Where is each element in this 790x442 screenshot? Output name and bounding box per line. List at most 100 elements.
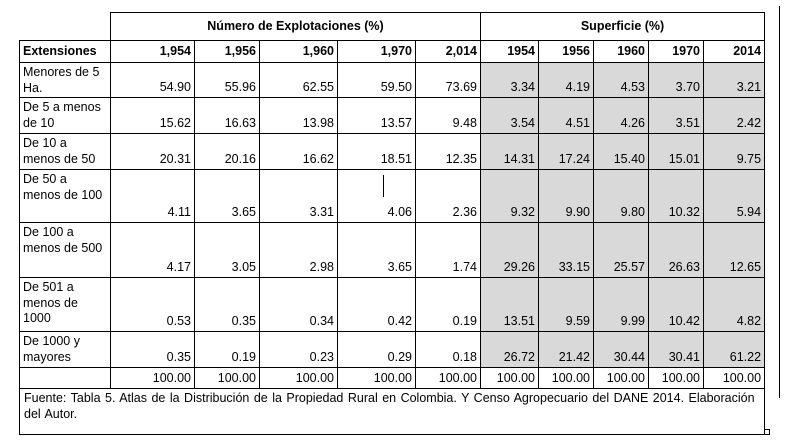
column-header-1954-superficie: 1954 — [480, 40, 539, 63]
table-cell: 3.51 — [648, 97, 704, 134]
table-cell: 10.42 — [648, 277, 704, 332]
total-cell: 100.00 — [702, 367, 766, 389]
column-header-1960-explotaciones: 1,960 — [259, 40, 338, 63]
table-cell: 13.98 — [259, 97, 338, 134]
table-cell: 29.26 — [480, 222, 539, 278]
right-margin-line — [779, 6, 780, 398]
column-header-1970-explotaciones: 1,970 — [337, 40, 416, 63]
total-cell: 100.00 — [648, 367, 704, 389]
table-cell: 4.11 — [110, 169, 195, 223]
table-cell: 4.19 — [538, 62, 594, 98]
table-cell: 4.53 — [593, 62, 649, 98]
total-cell: 100.00 — [259, 367, 338, 389]
explotaciones-group-header: Número de Explotaciones (%) — [110, 12, 481, 41]
table-cell: 10.32 — [648, 169, 704, 223]
row-label: De 100 a menos de 500 — [19, 222, 111, 278]
superficie-group-header: Superficie (%) — [479, 12, 766, 41]
table-cell: 26.72 — [480, 331, 539, 368]
total-cell: 100.00 — [593, 367, 649, 389]
table-cell: 9.80 — [593, 169, 649, 223]
table-cell: 9.99 — [593, 277, 649, 332]
table-row: De 1000 y mayores 0.35 0.19 0.23 0.29 0.… — [19, 331, 766, 368]
totals-row: 100.00 100.00 100.00 100.00 100.00 100.0… — [19, 367, 766, 389]
column-header-extensiones: Extensiones — [19, 40, 111, 63]
row-label: De 501 a menos de 1000 — [19, 277, 111, 332]
table-cell: 0.35 — [110, 331, 195, 368]
row-label: De 5 a menos de 10 — [19, 97, 111, 134]
table-cell: 30.41 — [648, 331, 704, 368]
total-cell: 100.00 — [480, 367, 539, 389]
table-cell: 4.06 — [337, 169, 416, 223]
text-cursor-mark — [383, 175, 384, 197]
table-cell: 59.50 — [337, 62, 416, 98]
table-cell: 3.05 — [194, 222, 260, 278]
document-table-container: Número de Explotaciones (%) Superficie (… — [18, 12, 766, 435]
total-cell: 100.00 — [538, 367, 594, 389]
table-cell: 14.31 — [480, 133, 539, 170]
table-cell: 15.01 — [648, 133, 704, 170]
table-cell: 33.15 — [538, 222, 594, 278]
table-cell: 73.69 — [415, 62, 481, 98]
group-header-row: Número de Explotaciones (%) Superficie (… — [20, 12, 766, 41]
table-cell: 9.59 — [538, 277, 594, 332]
table-cell: 61.22 — [702, 331, 766, 368]
table-cell: 0.19 — [194, 331, 260, 368]
table-cell: 25.57 — [593, 222, 649, 278]
column-header-row: Extensiones 1,954 1,956 1,960 1,970 2,01… — [19, 40, 766, 63]
column-header-1970-superficie: 1970 — [648, 40, 704, 63]
table-cell: 13.57 — [337, 97, 416, 134]
table-row: Menores de 5 Ha. 54.90 55.96 62.55 59.50… — [19, 62, 766, 98]
table-row: De 50 a menos de 100 4.11 3.65 3.31 4.06… — [19, 169, 766, 223]
column-header-1954-explotaciones: 1,954 — [110, 40, 195, 63]
table-cell: 4.26 — [593, 97, 649, 134]
total-cell: 100.00 — [110, 367, 195, 389]
totals-label-empty — [19, 367, 111, 389]
table-cell: 26.63 — [648, 222, 704, 278]
table-cell: 2.98 — [259, 222, 338, 278]
table-cell: 15.40 — [593, 133, 649, 170]
table-cell: 20.16 — [194, 133, 260, 170]
column-header-1960-superficie: 1960 — [593, 40, 649, 63]
footnote-row: Fuente: Tabla 5. Atlas de la Distribució… — [18, 388, 766, 435]
table-cell: 18.51 — [337, 133, 416, 170]
table-cell: 3.65 — [337, 222, 416, 278]
resize-handle[interactable] — [764, 429, 770, 435]
table-cell: 9.48 — [415, 97, 481, 134]
table-cell: 3.31 — [259, 169, 338, 223]
table-cell: 3.21 — [702, 62, 766, 98]
empty-corner-cell — [20, 13, 111, 41]
table-cell: 0.29 — [337, 331, 416, 368]
row-label: De 50 a menos de 100 — [19, 169, 111, 223]
table-cell: 17.24 — [538, 133, 594, 170]
table-row: De 501 a menos de 1000 0.53 0.35 0.34 0.… — [19, 277, 766, 332]
table-cell: 2.42 — [702, 97, 766, 134]
table-cell: 15.62 — [110, 97, 195, 134]
table-cell: 3.70 — [648, 62, 704, 98]
row-label: De 1000 y mayores — [19, 331, 111, 368]
column-header-1956-explotaciones: 1,956 — [194, 40, 260, 63]
table-cell: 2.36 — [415, 169, 481, 223]
table-cell: 4.51 — [538, 97, 594, 134]
table-cell: 0.35 — [194, 277, 260, 332]
table-cell: 5.94 — [702, 169, 766, 223]
table-cell: 4.17 — [110, 222, 195, 278]
row-label: De 10 a menos de 50 — [19, 133, 111, 170]
table-cell: 62.55 — [259, 62, 338, 98]
column-header-2014-superficie: 2014 — [702, 40, 766, 63]
table-cell: 12.35 — [415, 133, 481, 170]
table-row: De 100 a menos de 500 4.17 3.05 2.98 3.6… — [19, 222, 766, 278]
source-footnote: Fuente: Tabla 5. Atlas de la Distribució… — [18, 388, 766, 435]
table-row: De 10 a menos de 50 20.31 20.16 16.62 18… — [19, 133, 766, 170]
table-cell: 9.75 — [702, 133, 766, 170]
table-cell: 3.54 — [480, 97, 539, 134]
table-cell: 54.90 — [110, 62, 195, 98]
table-cell: 16.63 — [194, 97, 260, 134]
table-cell: 9.32 — [480, 169, 539, 223]
total-cell: 100.00 — [337, 367, 416, 389]
table-cell: 0.53 — [110, 277, 195, 332]
column-header-2014-explotaciones: 2,014 — [415, 40, 481, 63]
table-cell: 3.65 — [194, 169, 260, 223]
table-cell: 9.90 — [538, 169, 594, 223]
table-cell: 13.51 — [480, 277, 539, 332]
table-cell: 21.42 — [538, 331, 594, 368]
